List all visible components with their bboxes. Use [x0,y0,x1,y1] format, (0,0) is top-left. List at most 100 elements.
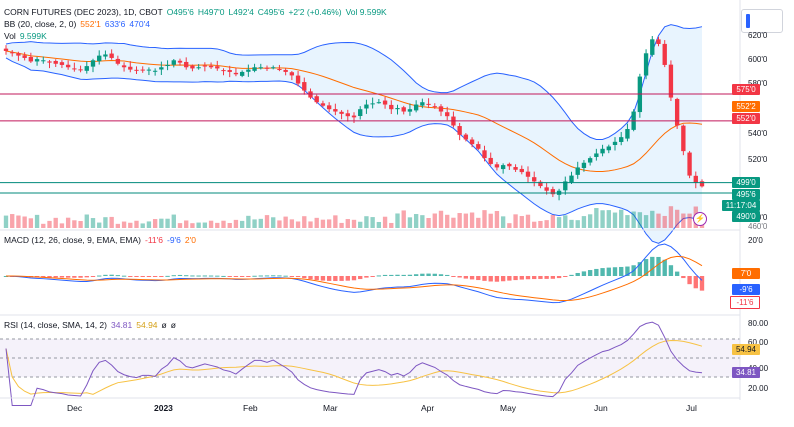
time-axis-label: Mar [323,403,338,413]
rsi-axis-label: 20.00 [748,384,769,393]
volume-bar [507,223,512,228]
volume-bar [215,222,220,228]
candle-body [34,59,40,62]
tag-last-price: 495'6 [732,189,760,200]
macd-histogram-bar [674,271,680,276]
candle-body [221,70,226,72]
panel-icon [746,14,750,28]
macd-histogram-bar [233,276,239,277]
candle-body [10,52,15,54]
macd-histogram-bar [488,276,493,282]
candle-body [656,39,661,44]
price-axis-label: 460'0 [748,222,768,231]
macd-histogram-bar [190,275,195,277]
volume-bar [587,214,593,228]
candle-body [78,69,83,71]
volume-bar [407,217,413,228]
macd-histogram-bar [271,275,276,277]
candle-body [16,53,21,56]
candle-body [382,100,388,105]
volume-bar [264,215,270,228]
macd-histogram-bar [215,275,220,277]
volume-bar [134,220,139,228]
time-axis-label: 2023 [154,403,173,413]
macd-histogram-bar [600,268,605,276]
macd-line [5,243,703,304]
macd-histogram-bar [115,275,121,277]
candle-body [681,125,686,152]
candle-body [438,106,444,112]
macd-histogram-bar [97,275,102,277]
volume-bar [239,220,245,228]
volume-bar [538,220,543,228]
tag-499: 499'0 [732,177,760,188]
volume-bar [494,210,500,228]
macd-histogram-bar [382,274,388,276]
macd-histogram-bar [563,276,568,277]
volume-bar [389,222,394,228]
volume-bar [687,213,692,228]
macd-histogram-bar [171,275,176,277]
volume-bar [177,223,183,228]
volume-bar [643,215,649,228]
volume-bar [34,214,40,228]
candle-body [283,69,288,72]
volume-bar [619,209,624,228]
tag-macd-hist: -11'6 [730,296,760,309]
vol-legend[interactable]: Vol 9.599K [4,31,47,41]
volume-bar [128,222,133,228]
volume-bar [625,215,630,228]
volume-bars [3,206,705,228]
macd-histogram-bar [500,276,506,282]
vol-name: Vol [4,31,16,41]
candle-body [463,134,469,140]
macd-histogram-bar [140,276,145,277]
volume-bar [637,212,643,228]
tag-countdown: 11:17:04 [722,200,760,211]
candle-body [600,148,605,154]
volume-bar [482,210,487,228]
macd-histogram-bar [339,276,344,281]
candle-body [246,69,251,72]
volume-bar [326,219,332,228]
rsi-legend[interactable]: RSI (14, close, SMA, 14, 2) 34.81 54.94 … [4,320,176,330]
macd-histogram-bar [420,273,425,276]
price-axis-label: 580'0 [748,79,767,88]
candle-body [227,70,232,72]
candle-body [432,106,437,108]
macd-histogram-bar [407,274,413,276]
candle-body [594,153,599,157]
candle-body [171,60,176,65]
candle-body [575,167,580,175]
macd-histogram-bar [544,276,549,279]
volume-bar [476,217,481,228]
bb-legend[interactable]: BB (20, close, 2, 0) 552'1 633'6 470'4 [4,19,150,29]
candle-body [65,64,71,68]
bb-upper-value: 633'6 [104,19,126,29]
macd-histogram-bar [507,276,512,281]
macd-histogram-bar [78,276,83,278]
symbol-title: CORN FUTURES (DEC 2023), 1D, CBOT [4,7,163,17]
macd-histogram-bar [165,275,170,277]
horizontal-levels [0,93,740,194]
candle-body [643,53,649,76]
macd-histogram-bar [109,274,114,276]
macd-legend[interactable]: MACD (12, 26, close, 9, EMA, EMA) -11'6 … [4,235,196,245]
candle-body [668,64,674,98]
candle-body [22,55,27,58]
volume-bar [426,217,431,228]
candle-body [482,150,487,159]
macd-histogram-bar [662,259,667,276]
panel-toggle-button[interactable] [741,9,783,33]
bb-lower-line [5,57,703,244]
macd-histogram-bar [681,276,686,279]
lightning-icon[interactable]: ⚡ [693,212,707,226]
volume-bar [488,213,493,228]
candle-body [134,69,139,71]
volume-bar [16,215,21,228]
volume-bar [258,218,263,228]
volume-bar [10,214,15,228]
candle-body [395,108,400,110]
candle-body [233,72,239,75]
